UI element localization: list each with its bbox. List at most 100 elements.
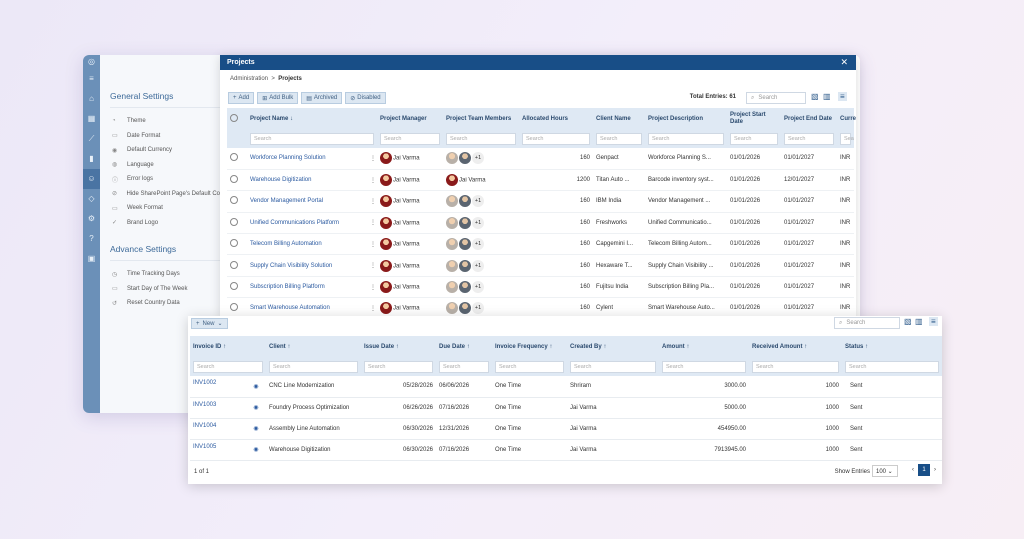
- project-name-link[interactable]: Smart Warehouse Automation: [247, 297, 367, 317]
- column-header[interactable]: Project Name ↓: [247, 108, 377, 130]
- columns-icon[interactable]: ▥: [823, 92, 831, 101]
- row-menu-icon[interactable]: ⋮: [367, 212, 377, 235]
- column-filter-input[interactable]: Search: [522, 133, 590, 145]
- column-filter-input[interactable]: Search: [784, 133, 834, 145]
- table-row[interactable]: Warehouse Digitization ⋮ Jai Varma Jai Varm…: [227, 169, 854, 192]
- row-menu-icon[interactable]: ⋮: [367, 276, 377, 299]
- column-header[interactable]: Project Start Date: [727, 108, 781, 130]
- new-button[interactable]: + New ⌄: [191, 318, 228, 329]
- settings-item[interactable]: ◍ Language: [100, 158, 220, 173]
- row-menu-icon[interactable]: ⋮: [367, 297, 377, 317]
- invoice-id-link[interactable]: INV1002: [190, 376, 246, 398]
- table-row[interactable]: INV1003 ◉ Foundry Process Optimization 06/2…: [190, 397, 942, 419]
- column-filter-input[interactable]: Search: [596, 133, 642, 145]
- disabled-button[interactable]: ⊘ Disabled: [345, 92, 386, 104]
- projects-search-input[interactable]: ⌕ Search: [746, 92, 806, 104]
- project-name-link[interactable]: Vendor Management Portal: [247, 190, 367, 213]
- column-header[interactable]: Invoice Frequency ↑: [492, 336, 568, 358]
- column-filter-input[interactable]: Search: [845, 361, 940, 373]
- settings-item[interactable]: ▭ Week Format: [100, 201, 220, 216]
- column-header[interactable]: Client Name: [593, 108, 645, 130]
- table-row[interactable]: Workforce Planning Solution ⋮ Jai Varma +1 1…: [227, 148, 854, 170]
- more-members-badge[interactable]: +1: [472, 302, 484, 315]
- column-filter-input[interactable]: Search: [752, 361, 840, 373]
- column-filter-input[interactable]: Search: [840, 133, 854, 145]
- settings-item[interactable]: ◉ Default Currency: [100, 143, 220, 158]
- table-row[interactable]: Supply Chain Visibility Solution ⋮ Jai Var…: [227, 254, 854, 277]
- column-filter-input[interactable]: Search: [364, 361, 434, 373]
- filter-icon[interactable]: ≡: [838, 92, 847, 101]
- column-header[interactable]: Allocated Hours: [519, 108, 593, 130]
- breadcrumb-root[interactable]: Administration: [230, 76, 269, 82]
- project-name-link[interactable]: Warehouse Digitization: [247, 169, 367, 192]
- column-filter-input[interactable]: Search: [269, 361, 359, 373]
- eye-icon[interactable]: ◉: [246, 439, 267, 461]
- column-filter-input[interactable]: Search: [662, 361, 747, 373]
- invoice-id-link[interactable]: INV1004: [190, 418, 246, 440]
- table-row[interactable]: Subscription Billing Platform ⋮ Jai Varma +…: [227, 276, 854, 299]
- more-members-badge[interactable]: +1: [472, 238, 484, 251]
- column-header[interactable]: Project Manager: [377, 108, 443, 130]
- more-members-badge[interactable]: +1: [472, 216, 484, 229]
- column-header[interactable]: Project Description: [645, 108, 727, 130]
- table-row[interactable]: INV1004 ◉ Assembly Line Automation 06/30/20…: [190, 418, 942, 440]
- column-header[interactable]: Created By ↑: [567, 336, 660, 358]
- tag-icon[interactable]: ◇: [88, 194, 95, 203]
- gear-icon[interactable]: ⚙: [87, 214, 96, 223]
- row-menu-icon[interactable]: ⋮: [367, 254, 377, 277]
- settings-item[interactable]: ✓ Brand Logo: [100, 216, 220, 231]
- settings-item[interactable]: ⓘ Error logs: [100, 172, 220, 187]
- column-header[interactable]: Project End Date: [781, 108, 837, 130]
- column-header[interactable]: Issue Date ↑: [361, 336, 437, 358]
- table-row[interactable]: INV1002 ◉ CNC Line Modernization 05/28/2026…: [190, 376, 942, 398]
- row-radio[interactable]: [230, 196, 238, 205]
- home-icon[interactable]: ⌂: [89, 94, 94, 103]
- column-header[interactable]: Amount ↑: [659, 336, 750, 358]
- settings-item[interactable]: ↺ Reset Country Data: [100, 296, 220, 311]
- project-name-link[interactable]: Telecom Billing Automation: [247, 233, 367, 256]
- table-row[interactable]: Telecom Billing Automation ⋮ Jai Varma +1 16…: [227, 233, 854, 256]
- users-icon[interactable]: ☺: [83, 169, 100, 189]
- row-radio[interactable]: [230, 303, 238, 312]
- column-filter-input[interactable]: Search: [446, 133, 516, 145]
- archived-button[interactable]: ▤ Archived: [301, 92, 343, 104]
- column-header[interactable]: Project Team Members: [443, 108, 519, 130]
- add-bulk-button[interactable]: ⊞ Add Bulk: [257, 92, 299, 104]
- prev-page-icon[interactable]: ‹: [912, 467, 914, 473]
- row-radio[interactable]: [230, 260, 238, 269]
- row-menu-icon[interactable]: ⋮: [367, 148, 377, 170]
- settings-item[interactable]: ⊘ Hide SharePoint Page's Default Co: [100, 187, 220, 202]
- excel-icon[interactable]: ▧: [811, 92, 819, 101]
- row-radio[interactable]: [230, 282, 238, 291]
- more-members-badge[interactable]: +1: [472, 281, 484, 294]
- column-filter-input[interactable]: Search: [495, 361, 565, 373]
- eye-icon[interactable]: ◉: [246, 397, 267, 419]
- column-header[interactable]: Client ↑: [266, 336, 362, 358]
- eye-icon[interactable]: ◉: [246, 418, 267, 440]
- column-header[interactable]: Status ↑: [842, 336, 942, 358]
- project-name-link[interactable]: Workforce Planning Solution: [247, 148, 367, 170]
- excel-icon[interactable]: ▧: [904, 317, 912, 326]
- invoice-id-link[interactable]: INV1003: [190, 397, 246, 419]
- select-all-radio[interactable]: [230, 113, 238, 122]
- row-menu-icon[interactable]: ⋮: [367, 190, 377, 213]
- column-header[interactable]: Received Amount ↑: [749, 336, 843, 358]
- package-icon[interactable]: ▣: [87, 254, 96, 263]
- column-filter-input[interactable]: Search: [648, 133, 724, 145]
- entries-select[interactable]: 100 ⌄: [872, 465, 898, 477]
- settings-item[interactable]: ◷ Time Tracking Days: [100, 267, 220, 282]
- more-members-badge[interactable]: +1: [472, 195, 484, 208]
- row-radio[interactable]: [230, 153, 238, 162]
- more-members-badge[interactable]: +1: [472, 152, 484, 165]
- column-header[interactable]: Invoice ID ↑: [190, 336, 267, 358]
- column-filter-input[interactable]: Search: [193, 361, 264, 373]
- row-radio[interactable]: [230, 175, 238, 184]
- row-menu-icon[interactable]: ⋮: [367, 169, 377, 192]
- project-name-link[interactable]: Subscription Billing Platform: [247, 276, 367, 299]
- invoices-search-input[interactable]: ⌕ Search: [834, 317, 900, 329]
- table-row[interactable]: Unified Communications Platform ⋮ Jai Varm…: [227, 212, 854, 235]
- bar-chart-icon[interactable]: ▮: [89, 154, 94, 163]
- next-page-icon[interactable]: ›: [934, 467, 936, 473]
- table-row[interactable]: Vendor Management Portal ⋮ Jai Varma +1 160 I…: [227, 190, 854, 213]
- filter-icon[interactable]: ≡: [929, 317, 938, 326]
